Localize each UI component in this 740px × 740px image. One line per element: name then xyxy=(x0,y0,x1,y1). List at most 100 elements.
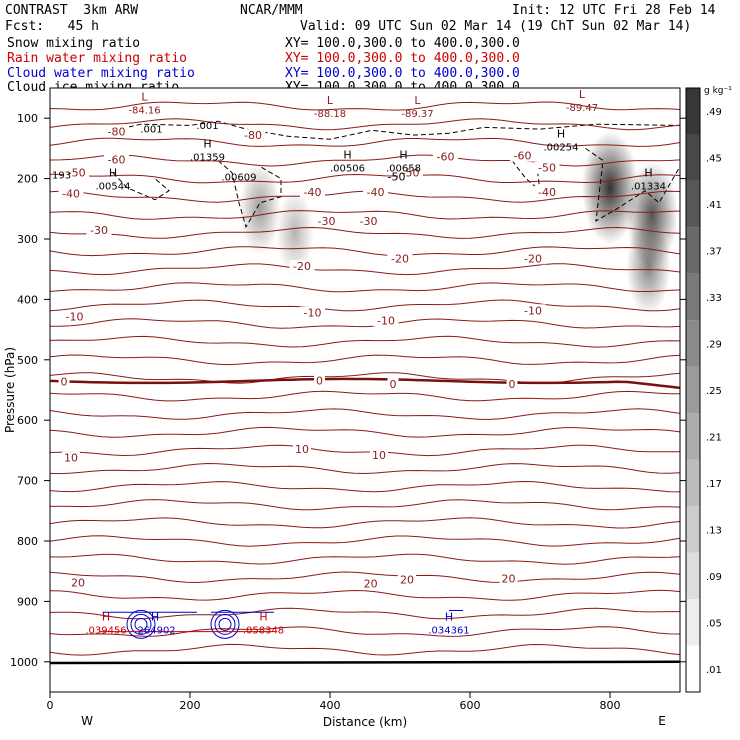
isotherm-label-bg-3 xyxy=(433,150,458,163)
isotherm-label-bg-11 xyxy=(534,185,560,198)
isotherm-label-bg-32 xyxy=(499,572,518,585)
isotherm-line xyxy=(50,535,680,547)
isotherm-label-10: -40 xyxy=(367,186,385,199)
isotherm-line xyxy=(50,101,680,111)
extremum-marker-9: H xyxy=(343,149,351,162)
extremum-marker-6: H xyxy=(203,138,211,151)
colorbar-bin-4 xyxy=(686,459,700,507)
colorbar-label-11: .45 xyxy=(706,154,722,165)
x-tick-label: 0 xyxy=(47,699,54,712)
isotherm-label-bg-10 xyxy=(363,185,388,198)
colorbar-label-7: .29 xyxy=(706,340,722,351)
extremum-value-6: .01359 xyxy=(190,153,225,164)
colorbar-label-10: .41 xyxy=(706,200,722,211)
x-tick-label: 400 xyxy=(320,699,341,712)
extremum-value-14: .264902 xyxy=(134,626,175,637)
field-xy-snow: XY= 100.0,300.0 to 400.0,300.0 xyxy=(285,36,520,51)
isotherm-label-bg-23 xyxy=(314,374,325,387)
isotherm-label-26: 10 xyxy=(64,452,78,465)
isotherm-label-14: -30 xyxy=(360,215,378,228)
isotherm-line xyxy=(50,517,680,529)
extremum-marker-15: H xyxy=(259,611,267,624)
isotherm-label-bg-24 xyxy=(387,377,399,390)
surface-line xyxy=(50,660,680,665)
colorbar-bin-1 xyxy=(686,599,700,646)
colorbar-bin-3 xyxy=(686,506,700,553)
isotherm-line xyxy=(50,282,680,293)
isotherm-line xyxy=(50,118,680,131)
x-tick-label: 600 xyxy=(460,699,481,712)
colorbar-bin-10 xyxy=(686,180,700,228)
isotherm-line xyxy=(50,643,680,656)
cloud-water-ring xyxy=(218,617,232,631)
isotherm-line xyxy=(50,408,680,420)
extremum-marker-16: H xyxy=(445,611,453,624)
cloud-ice-contour-2 xyxy=(217,160,282,229)
isotherm-line xyxy=(50,589,680,601)
extremum-marker-11: H xyxy=(557,127,565,140)
isotherm-label-28: 10 xyxy=(372,449,386,462)
colorbar-bin-11 xyxy=(686,134,700,181)
extremum-marker-13: H xyxy=(102,611,110,624)
isotherm-label-19: -10 xyxy=(304,307,322,320)
isotherm-label-24: 0 xyxy=(390,378,397,391)
isotherm-line xyxy=(50,499,680,511)
isotherm-line xyxy=(50,335,680,348)
isotherm-label-21: -10 xyxy=(524,304,542,317)
isotherm-label-16: -20 xyxy=(391,252,409,265)
colorbar-bin-2 xyxy=(686,552,700,600)
extremum-value-10: .00658 xyxy=(386,164,421,175)
isotherm-line xyxy=(50,553,680,565)
isotherm-line xyxy=(50,390,680,402)
field-xy-rain: XY= 100.0,300.0 to 400.0,300.0 xyxy=(285,51,520,66)
y-tick-label: 800 xyxy=(17,535,38,548)
isotherm-label-29: 20 xyxy=(71,577,85,590)
cloud-ice-contour-0 xyxy=(112,120,680,140)
colorbar-bin-6 xyxy=(686,366,700,414)
y-tick-label: 600 xyxy=(17,414,38,427)
isotherm-label-bg-27 xyxy=(293,443,311,456)
snow-shaded-max-4 xyxy=(626,217,671,315)
isotherm-label-1: -80 xyxy=(244,129,262,142)
temperature-isotherms xyxy=(50,101,680,665)
isotherm-label-bg-16 xyxy=(387,252,413,265)
cloud-water-ring xyxy=(126,609,156,639)
x-axis-title: Distance (km) xyxy=(323,715,407,729)
extremum-value-0: -84.16 xyxy=(128,106,160,117)
isotherm-line xyxy=(50,173,680,184)
isotherm-label-bg-9 xyxy=(300,185,325,198)
isotherm-label-13: -30 xyxy=(318,215,336,228)
isotherm-label-3: -60 xyxy=(437,150,455,163)
isotherm-label-22: 0 xyxy=(61,376,68,389)
zero-degree-isotherm xyxy=(50,377,680,390)
extremum-marker-1: L xyxy=(327,94,334,107)
x-tick-label: 800 xyxy=(600,699,621,712)
isotherm-line xyxy=(50,444,680,457)
isotherm-line xyxy=(50,462,680,475)
isotherm-label-bg-31 xyxy=(398,573,416,586)
cloud-water-ring xyxy=(214,613,236,635)
header-fcst: Fcst: 45 h xyxy=(5,19,99,34)
y-tick-label: 100 xyxy=(17,112,38,125)
isotherm-label-30: 20 xyxy=(364,577,378,590)
isotherm-label-5: -50 xyxy=(68,167,86,180)
y-tick-label: 500 xyxy=(17,354,38,367)
x-end-label-west: W xyxy=(81,714,93,728)
extremum-marker-14: H xyxy=(151,611,159,624)
isotherm-line xyxy=(50,299,680,312)
isotherm-label-bg-28 xyxy=(370,449,388,462)
extremum-value-4: .001 xyxy=(140,124,162,135)
field-label-rain: Rain water mixing ratio xyxy=(7,51,188,66)
isotherm-label-bg-5 xyxy=(64,166,90,179)
isotherm-label-bg-22 xyxy=(58,375,70,388)
isotherm-line xyxy=(50,226,680,239)
field-label-snow: Snow mixing ratio xyxy=(7,36,141,51)
colorbar: .01 .05 .09 .13 .17 .21 .25 .29 .33 .37 .41 .45 .49 g… xyxy=(685,86,732,693)
colorbar-label-5: .21 xyxy=(706,432,722,443)
isotherm-line xyxy=(50,372,680,384)
isotherm-label-bg-18 xyxy=(62,310,87,323)
isotherm-label-32: 20 xyxy=(502,572,516,585)
isotherm-label-bg-29 xyxy=(69,576,87,589)
colorbar-label-2: .09 xyxy=(706,572,722,583)
